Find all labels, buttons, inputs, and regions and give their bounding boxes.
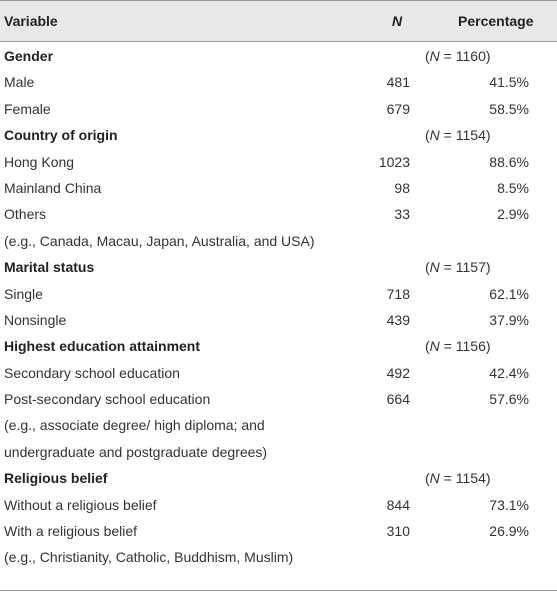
header-percentage: Percentage <box>458 13 534 29</box>
row-n: 33 <box>394 206 410 223</box>
section-title: Marital status <box>4 259 95 276</box>
row-label: Hong Kong <box>4 153 75 170</box>
row-percentage: 41.5% <box>489 74 529 91</box>
row-label: Male <box>4 74 35 91</box>
row-percentage: 73.1% <box>489 496 529 513</box>
row-label: (e.g., associate degree/ high diploma; a… <box>4 417 265 434</box>
section-title: Gender <box>4 48 54 64</box>
header-variable: Variable <box>4 13 58 29</box>
row-percentage: 37.9% <box>489 311 529 328</box>
row-n: 439 <box>386 311 410 328</box>
table-row: Others 33 2.9% <box>0 200 557 226</box>
section-total: (N = 1160) <box>425 48 491 64</box>
table-row: (e.g., associate degree/ high diploma; a… <box>0 411 557 437</box>
row-label: Others <box>4 206 47 223</box>
row-label: Secondary school education <box>4 364 180 381</box>
section-title: Religious belief <box>4 470 108 487</box>
row-n: 98 <box>394 179 410 196</box>
section-row: Highest education attainment (N = 1156) <box>0 332 557 358</box>
row-label: Female <box>4 100 51 117</box>
row-percentage: 42.4% <box>489 364 529 381</box>
row-label: With a religious belief <box>4 523 138 540</box>
section-total: (N = 1157) <box>425 259 491 276</box>
row-percentage: 26.9% <box>489 523 529 540</box>
row-percentage: 62.1% <box>489 285 529 302</box>
table-row: Without a religious belief 844 73.1% <box>0 491 557 517</box>
section-row: Marital status (N = 1157) <box>0 253 557 279</box>
row-percentage: 58.5% <box>489 100 529 117</box>
row-n: 664 <box>386 391 410 408</box>
row-label: Nonsingle <box>4 311 67 328</box>
row-label: undergraduate and postgraduate degrees) <box>4 443 268 460</box>
row-label: Mainland China <box>4 179 102 196</box>
table-row: Single 718 62.1% <box>0 280 557 306</box>
table-header: Variable N Percentage <box>0 0 557 42</box>
table-row: Secondary school education 492 42.4% <box>0 359 557 385</box>
row-percentage: 8.5% <box>497 179 529 196</box>
row-percentage: 88.6% <box>489 153 529 170</box>
header-n: N <box>392 13 403 29</box>
row-label: Single <box>4 285 43 302</box>
row-n: 718 <box>386 285 410 302</box>
row-n: 481 <box>386 74 410 91</box>
row-percentage: 2.9% <box>497 206 529 223</box>
section-title: Country of origin <box>4 127 118 144</box>
row-label: Without a religious belief <box>4 496 157 513</box>
table-bottom-rule <box>0 590 557 591</box>
row-percentage: 57.6% <box>489 391 529 408</box>
table-row: Female 679 58.5% <box>0 95 557 121</box>
table-row: undergraduate and postgraduate degrees) <box>0 438 557 464</box>
section-total: (N = 1154) <box>425 470 491 487</box>
row-n: 679 <box>386 100 410 117</box>
table-row: Post-secondary school education 664 57.6% <box>0 385 557 411</box>
table-row: Male 481 41.5% <box>0 68 557 94</box>
section-title: Highest education attainment <box>4 338 201 355</box>
row-label: (e.g., Canada, Macau, Japan, Australia, … <box>4 232 315 249</box>
row-label: (e.g., Christianity, Catholic, Buddhism,… <box>4 549 294 566</box>
row-n: 1023 <box>378 153 410 170</box>
table-row: Hong Kong 1023 88.6% <box>0 148 557 174</box>
section-row: Gender (N = 1160) <box>0 42 557 68</box>
table-row: With a religious belief 310 26.9% <box>0 517 557 543</box>
table-body: Gender (N = 1160) Male 481 41.5% Female 679 58.… <box>0 42 557 570</box>
row-label: Post-secondary school education <box>4 391 211 408</box>
section-row: Country of origin (N = 1154) <box>0 121 557 147</box>
section-row: Religious belief (N = 1154) <box>0 464 557 490</box>
table-row: Nonsingle 439 37.9% <box>0 306 557 332</box>
section-total: (N = 1156) <box>425 338 491 355</box>
row-n: 310 <box>386 523 410 540</box>
table-row: Mainland China 98 8.5% <box>0 174 557 200</box>
section-total: (N = 1154) <box>425 127 491 144</box>
table-row: (e.g., Canada, Macau, Japan, Australia, … <box>0 227 557 253</box>
row-n: 492 <box>386 364 410 381</box>
table-row: (e.g., Christianity, Catholic, Buddhism,… <box>0 543 557 569</box>
row-n: 844 <box>386 496 410 513</box>
